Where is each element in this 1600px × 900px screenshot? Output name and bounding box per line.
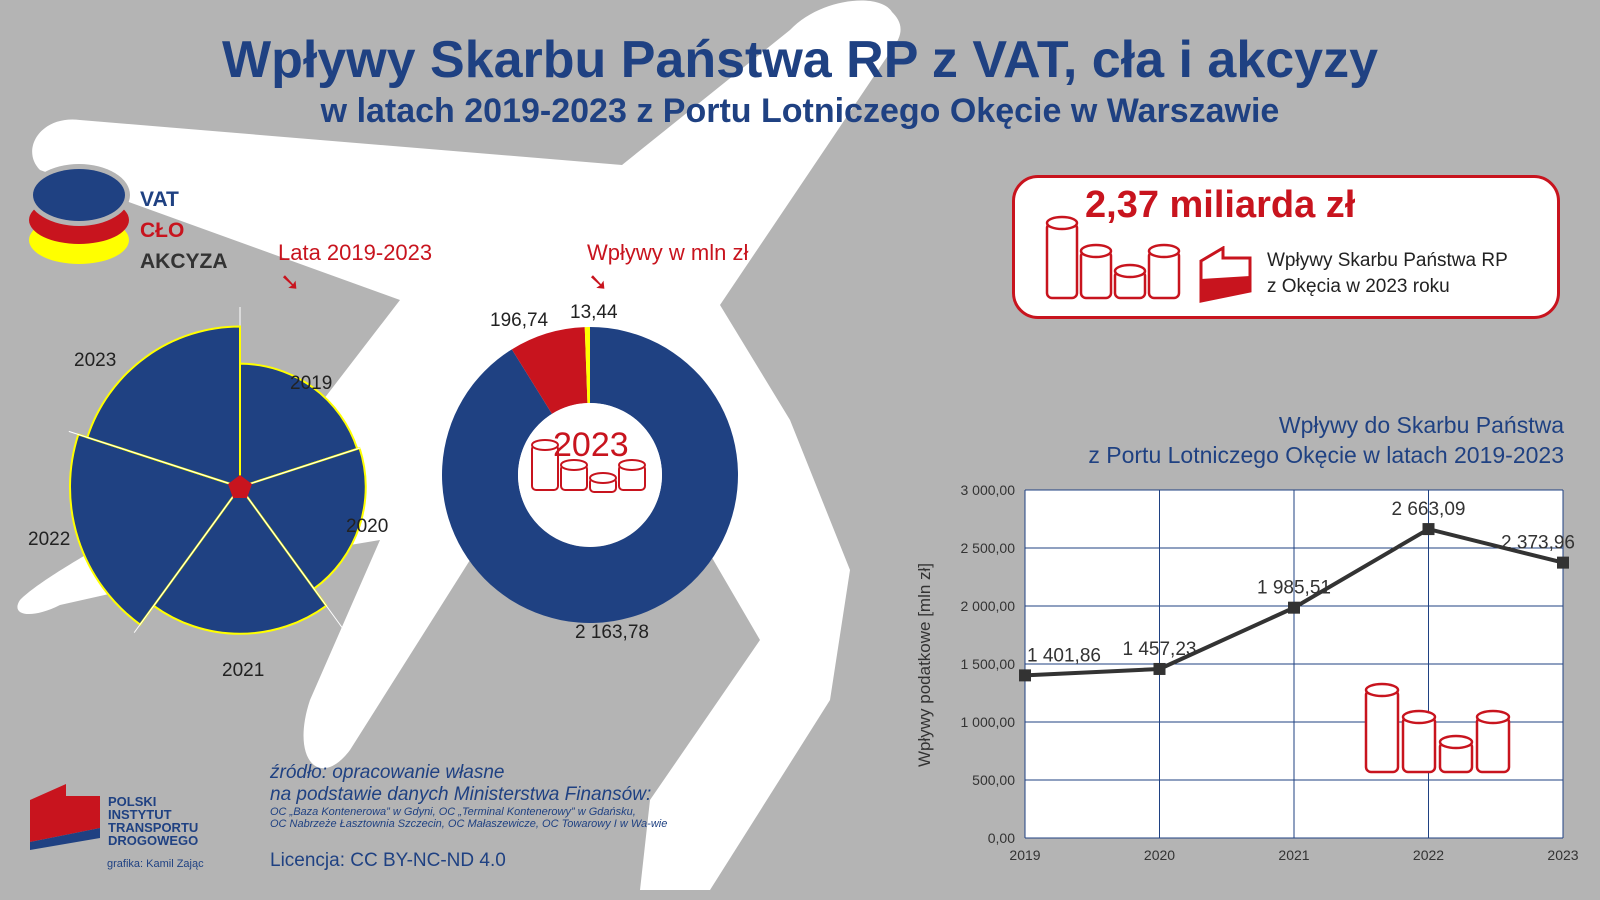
rose-sector-2022 bbox=[69, 433, 242, 626]
rose-label-2021: 2021 bbox=[222, 660, 265, 681]
rose-axis-line bbox=[239, 430, 412, 488]
donut-center-year: 2023 bbox=[553, 426, 629, 464]
rose-axis-line bbox=[239, 486, 347, 633]
legend-akcyza: AKCYZA bbox=[140, 250, 228, 273]
x-tick-label: 2021 bbox=[1278, 847, 1309, 863]
rose-note: Lata 2019-2023 bbox=[278, 240, 433, 265]
rose-label-2020: 2020 bbox=[346, 516, 389, 537]
y-tick-label: 500,00 bbox=[972, 772, 1015, 788]
poland-flag-icon bbox=[1199, 246, 1252, 303]
pitd-logo-icon bbox=[30, 784, 100, 850]
data-label: 2 663,09 bbox=[1392, 499, 1466, 520]
logo-credit: grafika: Kamil Zając bbox=[107, 858, 204, 870]
total-box: 2,37 miliarda zł Wpływy Skarbu Państwa R… bbox=[1012, 175, 1560, 319]
logo-text: POLSKI INSTYTUT TRANSPORTU DROGOWEGO bbox=[108, 794, 199, 848]
coins-icon bbox=[531, 439, 646, 493]
line-title-line1: Wpływy do Skarbu Państwa bbox=[1278, 412, 1564, 438]
y-tick-label: 1 000,00 bbox=[961, 714, 1016, 730]
line-point bbox=[1153, 662, 1166, 675]
y-tick-label: 0,00 bbox=[988, 830, 1015, 846]
rose-sector-2023 bbox=[86, 325, 241, 489]
donut-slice-cło bbox=[511, 327, 588, 414]
rose-label-2019: 2019 bbox=[290, 373, 333, 394]
total-desc-line1: Wpływy Skarbu Państwa RP bbox=[1267, 250, 1508, 271]
donut-slice-akcyza bbox=[584, 327, 590, 404]
data-label: 1 985,51 bbox=[1257, 578, 1331, 599]
rose-sector-2019 bbox=[239, 362, 359, 489]
source-line1: źródło: opracowanie własne bbox=[270, 762, 505, 783]
donut-label-clo: 196,74 bbox=[490, 310, 549, 331]
rose-label-2023: 2023 bbox=[74, 350, 117, 371]
total-description: Wpływy Skarbu Państwa RP z Okęcia w 2023… bbox=[1267, 248, 1508, 300]
x-tick-label: 2023 bbox=[1547, 847, 1578, 863]
x-tick-label: 2020 bbox=[1144, 847, 1175, 863]
arrow-down-left-icon: ➘ bbox=[280, 269, 301, 296]
arrow-down-left-icon: ➘ bbox=[588, 269, 609, 296]
coins-icon bbox=[1045, 215, 1181, 300]
y-axis-label: Wpływy podatkowe [mln zł] bbox=[915, 563, 934, 767]
rose-sector-2021 bbox=[152, 485, 328, 635]
source-line2: na podstawie danych Ministerstwa Finansó… bbox=[270, 784, 652, 805]
line-point bbox=[1288, 601, 1300, 614]
line-point bbox=[1019, 669, 1031, 682]
source-line3: OC „Baza Kontenerowa” w Gdyni, OC „Termi… bbox=[270, 806, 636, 818]
legend-clo: CŁO bbox=[140, 219, 185, 242]
x-tick-label: 2022 bbox=[1413, 847, 1444, 863]
rose-axis-line bbox=[133, 486, 241, 633]
page-title: Wpływy Skarbu Państwa RP z VAT, cła i ak… bbox=[221, 31, 1378, 89]
donut-label-akcyza: 13,44 bbox=[570, 302, 618, 323]
donut-slice-vat bbox=[441, 327, 738, 623]
data-label: 1 457,23 bbox=[1123, 639, 1197, 660]
line-point bbox=[1422, 523, 1435, 536]
y-tick-label: 3 000,00 bbox=[961, 482, 1016, 498]
donut-note: Wpływy w mln zł bbox=[587, 240, 749, 265]
donut-hole bbox=[518, 403, 662, 547]
donut-label-vat: 2 163,78 bbox=[575, 622, 649, 643]
total-desc-line2: z Okęcia w 2023 roku bbox=[1267, 276, 1450, 297]
total-amount: 2,37 miliarda zł bbox=[1085, 184, 1356, 226]
coins-icon bbox=[1364, 682, 1511, 774]
rose-center-clo bbox=[228, 475, 252, 498]
line-point bbox=[1557, 556, 1569, 569]
y-tick-label: 2 500,00 bbox=[961, 540, 1016, 556]
rose-axis-line bbox=[68, 430, 241, 488]
line-title-line2: z Portu Lotniczego Okęcie w latach 2019-… bbox=[1088, 442, 1564, 468]
legend-cylinder-icon bbox=[28, 164, 130, 264]
license-note: Licencja: CC BY-NC-ND 4.0 bbox=[270, 850, 506, 871]
page-subtitle: w latach 2019-2023 z Portu Lotniczego Ok… bbox=[320, 92, 1280, 130]
legend-vat: VAT bbox=[140, 188, 179, 211]
source-line4: OC Nabrzeże Łasztownia Szczecin, OC Mała… bbox=[270, 818, 668, 830]
source-note: źródło: opracowanie własne na podstawie … bbox=[270, 762, 667, 830]
rose-label-2022: 2022 bbox=[28, 529, 71, 550]
line-chart-title: Wpływy do Skarbu Państwa z Portu Lotnicz… bbox=[1088, 410, 1564, 470]
data-label: 1 401,86 bbox=[1027, 645, 1101, 666]
rose-sector-2020 bbox=[238, 446, 367, 591]
y-tick-label: 1 500,00 bbox=[961, 656, 1016, 672]
y-tick-label: 2 000,00 bbox=[961, 598, 1016, 614]
data-label: 2 373,96 bbox=[1501, 533, 1575, 554]
x-tick-label: 2019 bbox=[1009, 847, 1040, 863]
